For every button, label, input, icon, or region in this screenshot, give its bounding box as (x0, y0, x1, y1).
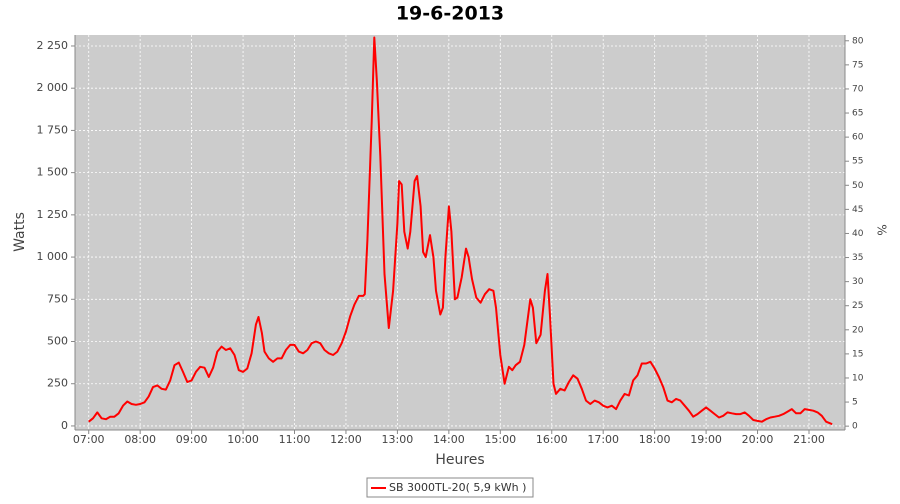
x-tick-label: 13:00 (382, 433, 414, 446)
y2-tick-label: 30 (852, 277, 864, 287)
y2-tick-label: 50 (852, 181, 864, 191)
y2-tick-label: 20 (852, 325, 864, 335)
y2-tick-label: 80 (852, 36, 864, 46)
y-tick-label: 1 000 (37, 250, 69, 263)
y2-tick-label: 65 (852, 109, 863, 119)
y-tick-label: 1 500 (37, 166, 69, 179)
x-tick-label: 12:00 (330, 433, 362, 446)
x-tick-label: 10:00 (227, 433, 259, 446)
legend (366, 477, 534, 498)
y-tick-label: 0 (61, 419, 68, 432)
x-tick-label: 17:00 (587, 433, 619, 446)
y-axis-label: Watts (12, 212, 28, 252)
x-tick-label: 21:00 (793, 433, 825, 446)
legend-label: SB 3000TL-20( 5,9 kWh ) (389, 481, 526, 494)
y2-tick-label: 0 (852, 422, 858, 432)
x-tick-label: 08:00 (124, 433, 156, 446)
series-line (88, 36, 833, 426)
y2-tick-label: 40 (852, 229, 864, 239)
chart-title: 19-6-2013 (396, 3, 504, 25)
y2-tick-label: 55 (852, 157, 863, 167)
x-tick-label: 19:00 (690, 433, 722, 446)
y-tick-label: 1 250 (37, 208, 69, 221)
x-axis-label: Heures (435, 452, 484, 468)
y-tick-label: 250 (47, 377, 68, 390)
x-tick-label: 07:00 (73, 433, 105, 446)
x-tick-label: 14:00 (433, 433, 465, 446)
plot-area (75, 35, 845, 430)
y2-tick-label: 70 (852, 84, 864, 94)
y-tick-label: 750 (47, 292, 68, 305)
y2-tick-label: 35 (852, 253, 863, 263)
y2-tick-label: 45 (852, 205, 863, 215)
y-tick-label: 2 250 (37, 39, 69, 52)
y2-tick-label: 75 (852, 60, 863, 70)
x-tick-label: 09:00 (176, 433, 208, 446)
y-tick-label: 1 750 (37, 123, 69, 136)
x-tick-label: 15:00 (484, 433, 516, 446)
x-tick-label: 16:00 (536, 433, 568, 446)
y-tick-label: 2 000 (37, 81, 69, 94)
y2-tick-label: 5 (852, 398, 858, 408)
y2-axis-label: % (875, 224, 889, 235)
y2-tick-label: 25 (852, 301, 863, 311)
x-tick-label: 11:00 (279, 433, 311, 446)
x-tick-label: 18:00 (639, 433, 671, 446)
y2-tick-label: 15 (852, 349, 863, 359)
y-tick-label: 500 (47, 335, 68, 348)
y2-tick-label: 60 (852, 133, 864, 143)
x-tick-label: 20:00 (742, 433, 774, 446)
y2-tick-label: 10 (852, 373, 864, 383)
